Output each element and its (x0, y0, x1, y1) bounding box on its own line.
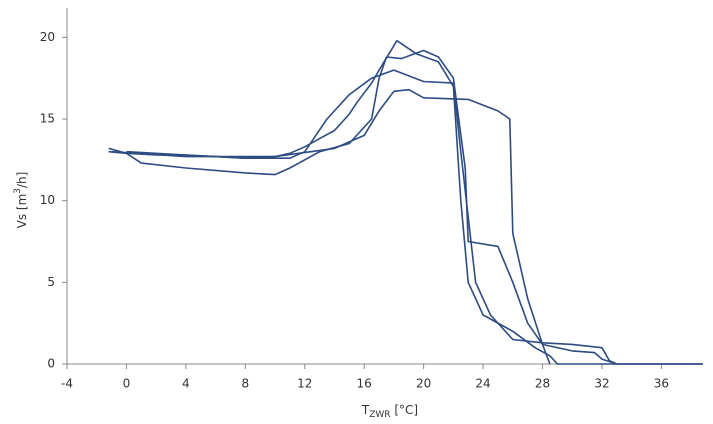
x-tick-label: 4 (182, 377, 190, 391)
y-label-sup: 3 (13, 188, 23, 194)
series-line (108, 39, 703, 365)
x-tick-label: 12 (297, 377, 312, 391)
y-tick-label: 20 (40, 30, 55, 44)
x-tick-label: 8 (241, 377, 249, 391)
x-axis-label: TZWR [°C] (361, 403, 418, 420)
x-tick-label: 28 (535, 377, 550, 391)
x-label-main: T (361, 403, 370, 417)
y-tick-label: 0 (47, 357, 55, 371)
y-label-unit: /h] (15, 172, 29, 188)
y-axis-label: Vs [m3/h] (13, 172, 29, 229)
y-tick-label: 10 (40, 193, 55, 207)
y-tick-label: 15 (40, 112, 55, 126)
x-tick-label: 16 (357, 377, 372, 391)
x-tick-label: 20 (416, 377, 431, 391)
y-tick-label: 5 (47, 275, 55, 289)
series-line (111, 88, 703, 365)
series-line (108, 49, 551, 365)
y-label-main: Vs [m (15, 194, 29, 229)
x-tick-label: 32 (594, 377, 609, 391)
x-tick-label: 0 (123, 377, 131, 391)
x-label-unit: [°C] (391, 403, 419, 417)
x-tick-label: -4 (61, 377, 73, 391)
series-line (126, 69, 618, 365)
x-label-sub: ZWR (369, 410, 390, 420)
x-tick-label: 36 (654, 377, 669, 391)
x-tick-label: 24 (475, 377, 490, 391)
